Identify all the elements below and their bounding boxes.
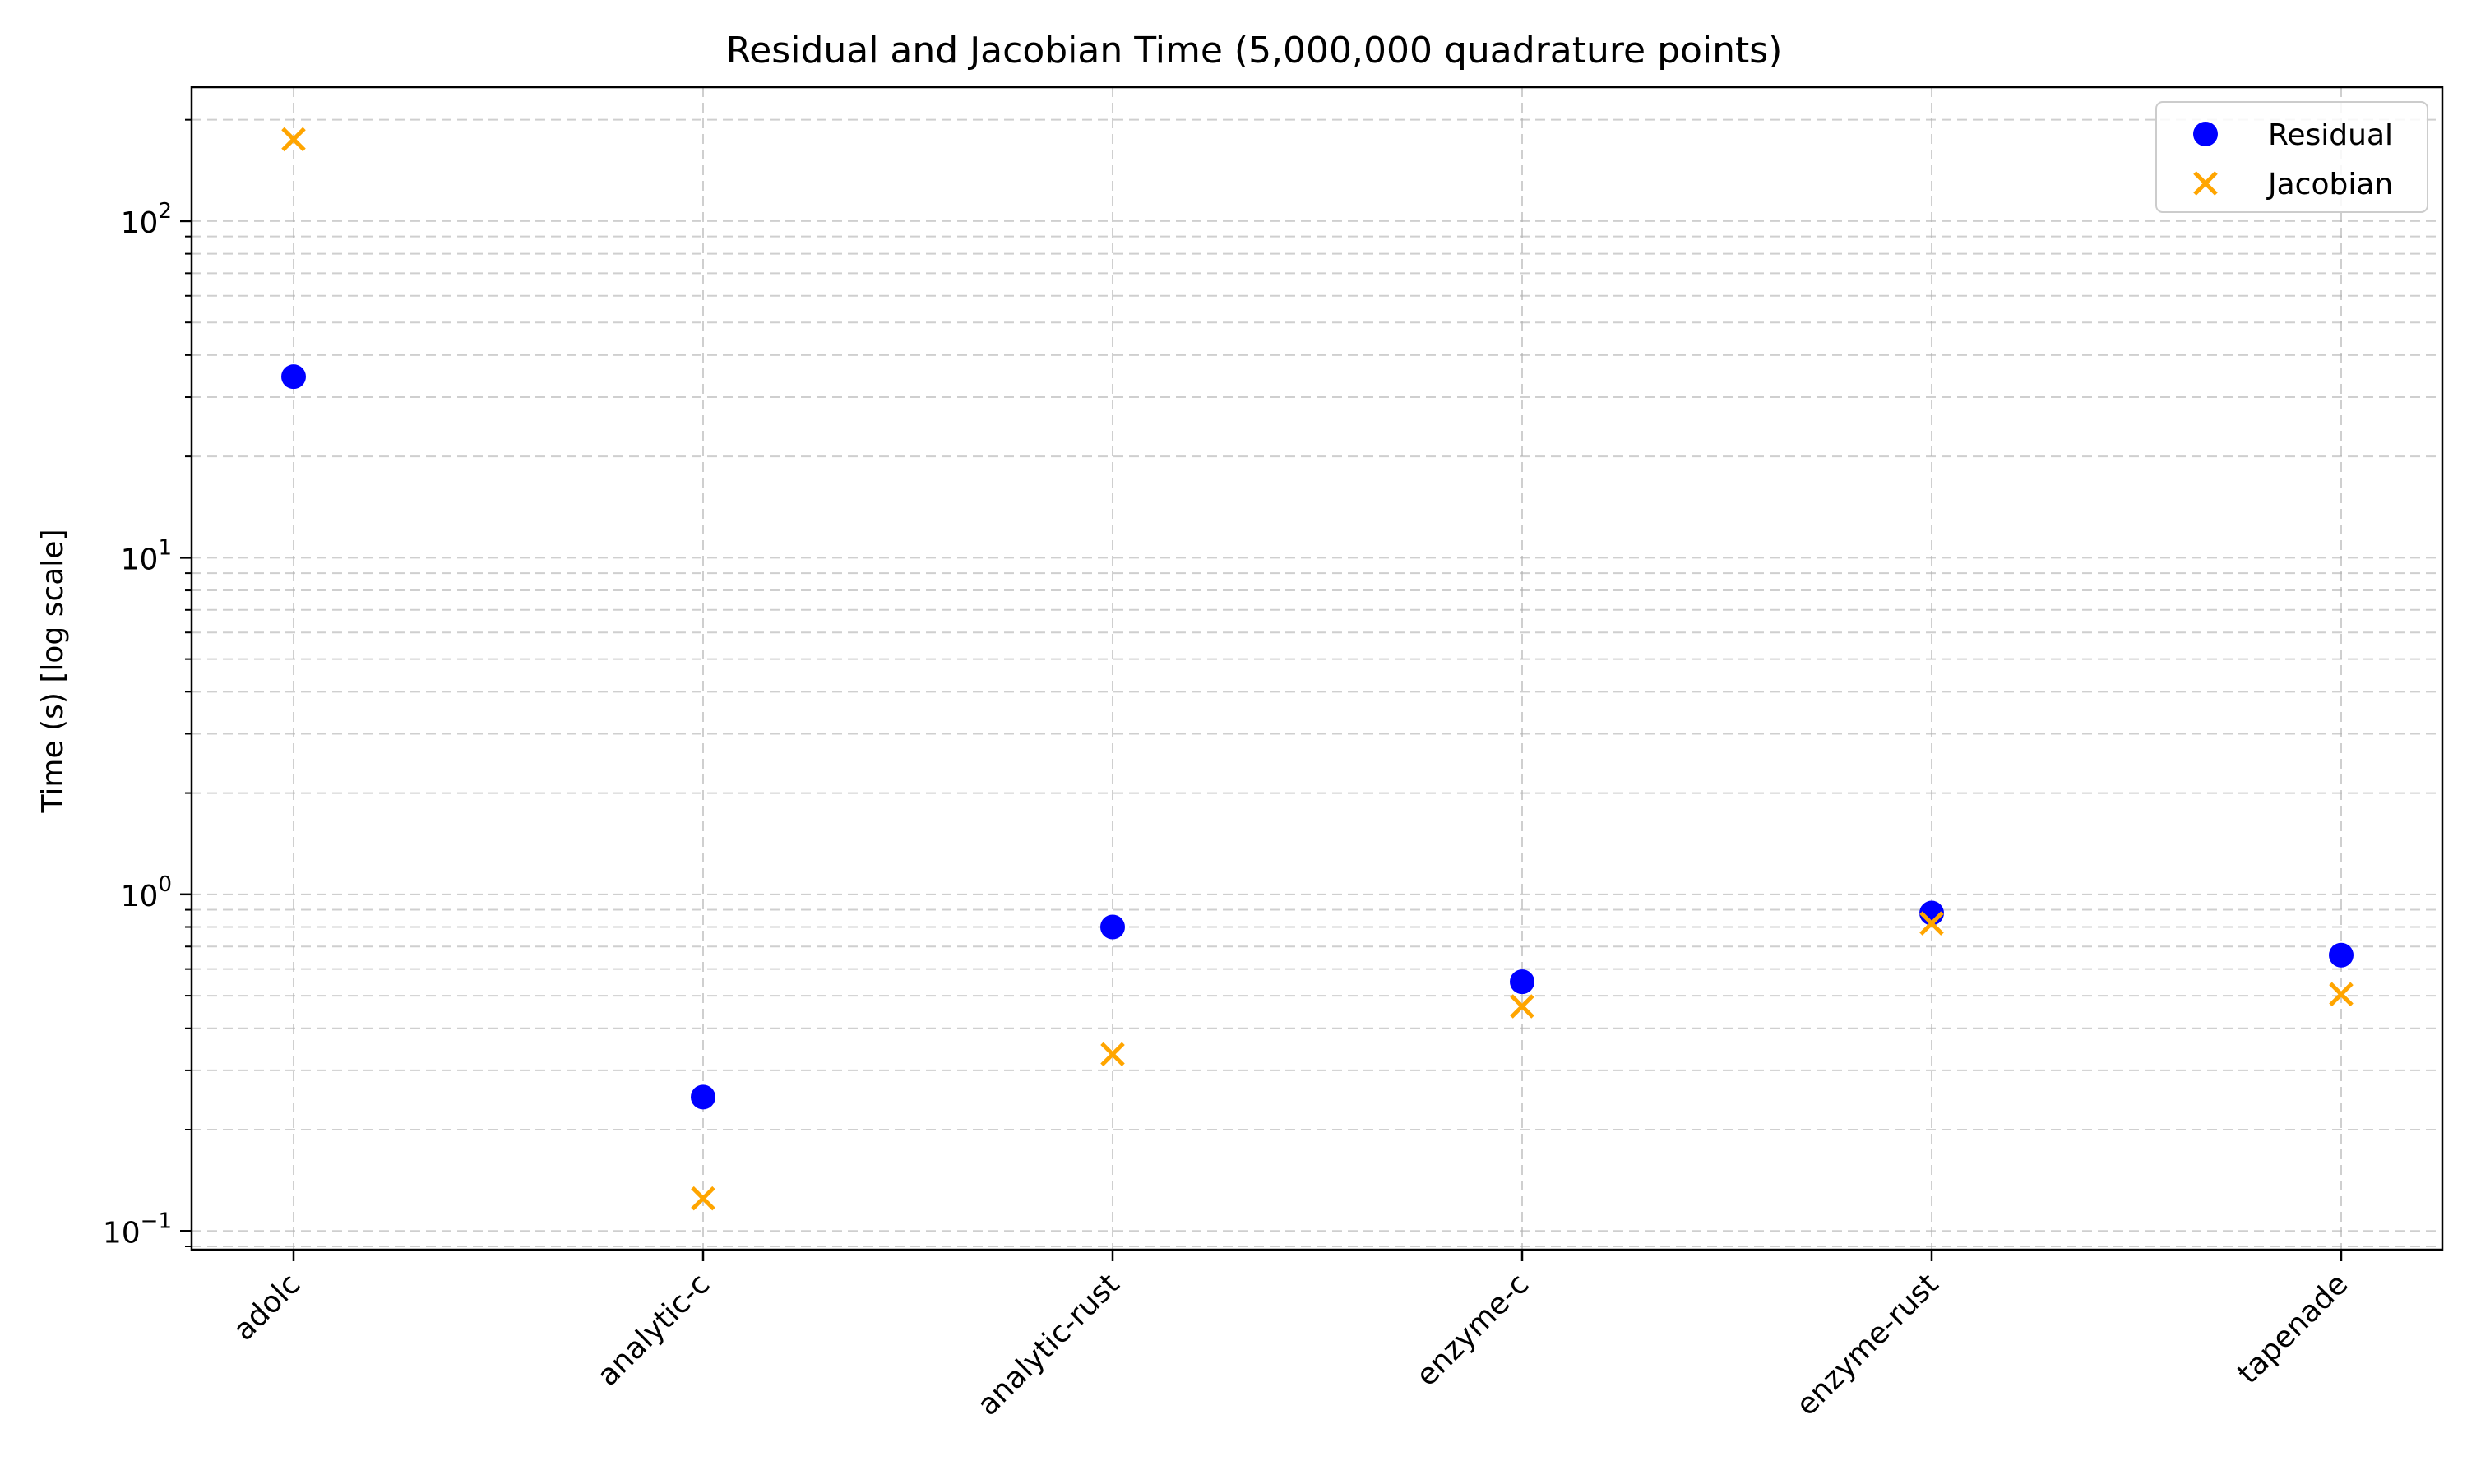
residual-point-tapenade: [2329, 942, 2354, 968]
residual-point-adolc: [281, 364, 306, 390]
residual-point-analytic-c: [691, 1084, 715, 1110]
x-marker-stroke: [1510, 994, 1534, 1019]
x-tick-label-tapenade: tapenade: [2231, 1267, 2354, 1390]
grid: [192, 87, 2442, 1250]
y-axis-ticks: 10−1 100 101 102: [103, 118, 192, 1250]
chart-title: Residual and Jacobian Time (5,000,000 qu…: [726, 30, 1783, 72]
y-axis-label: Time (s) [log scale]: [36, 529, 70, 813]
jacobian-point-enzyme-rust: [1919, 911, 1944, 936]
data-marks: [281, 127, 2354, 1211]
legend-jacobian-marker: [2193, 171, 2218, 196]
residual-point-enzyme-c: [1510, 969, 1534, 995]
legend-label-jacobian: Jacobian: [2266, 168, 2393, 201]
jacobian-point-enzyme-c: [1510, 994, 1534, 1019]
legend-label-residual: Residual: [2268, 118, 2393, 152]
x-marker-stroke: [1919, 911, 1944, 936]
x-marker-stroke: [691, 1186, 715, 1211]
jacobian-point-analytic-c: [691, 1186, 715, 1211]
x-marker-stroke: [1100, 1042, 1125, 1067]
residual-point-analytic-rust: [1100, 914, 1125, 940]
y-tick-label: 100: [121, 872, 172, 913]
x-marker-stroke: [281, 127, 306, 152]
x-axis-ticks: adolc analytic-c analytic-rust enzyme-c enzy…: [227, 1250, 2354, 1422]
legend: Residual Jacobian: [2155, 101, 2428, 213]
jacobian-point-tapenade: [2329, 982, 2354, 1007]
y-tick-label: 102: [121, 199, 172, 240]
y-tick-label: 101: [121, 535, 172, 576]
x-tick-label-analytic-c: analytic-c: [591, 1267, 717, 1393]
legend-box: [2155, 101, 2428, 213]
x-marker-stroke: [2193, 171, 2218, 196]
jacobian-point-adolc: [281, 127, 306, 152]
jacobian-point-analytic-rust: [1100, 1042, 1125, 1067]
y-tick-label: 10−1: [103, 1209, 172, 1250]
x-tick-label-enzyme-rust: enzyme-rust: [1790, 1267, 1946, 1422]
x-marker-stroke: [2329, 982, 2354, 1007]
x-tick-label-enzyme-c: enzyme-c: [1410, 1267, 1536, 1393]
legend-residual-marker: [2193, 122, 2218, 146]
plot-area-frame: [190, 86, 2444, 1251]
x-tick-label-analytic-rust: analytic-rust: [971, 1267, 1127, 1422]
x-tick-label-adolc: adolc: [227, 1267, 307, 1347]
